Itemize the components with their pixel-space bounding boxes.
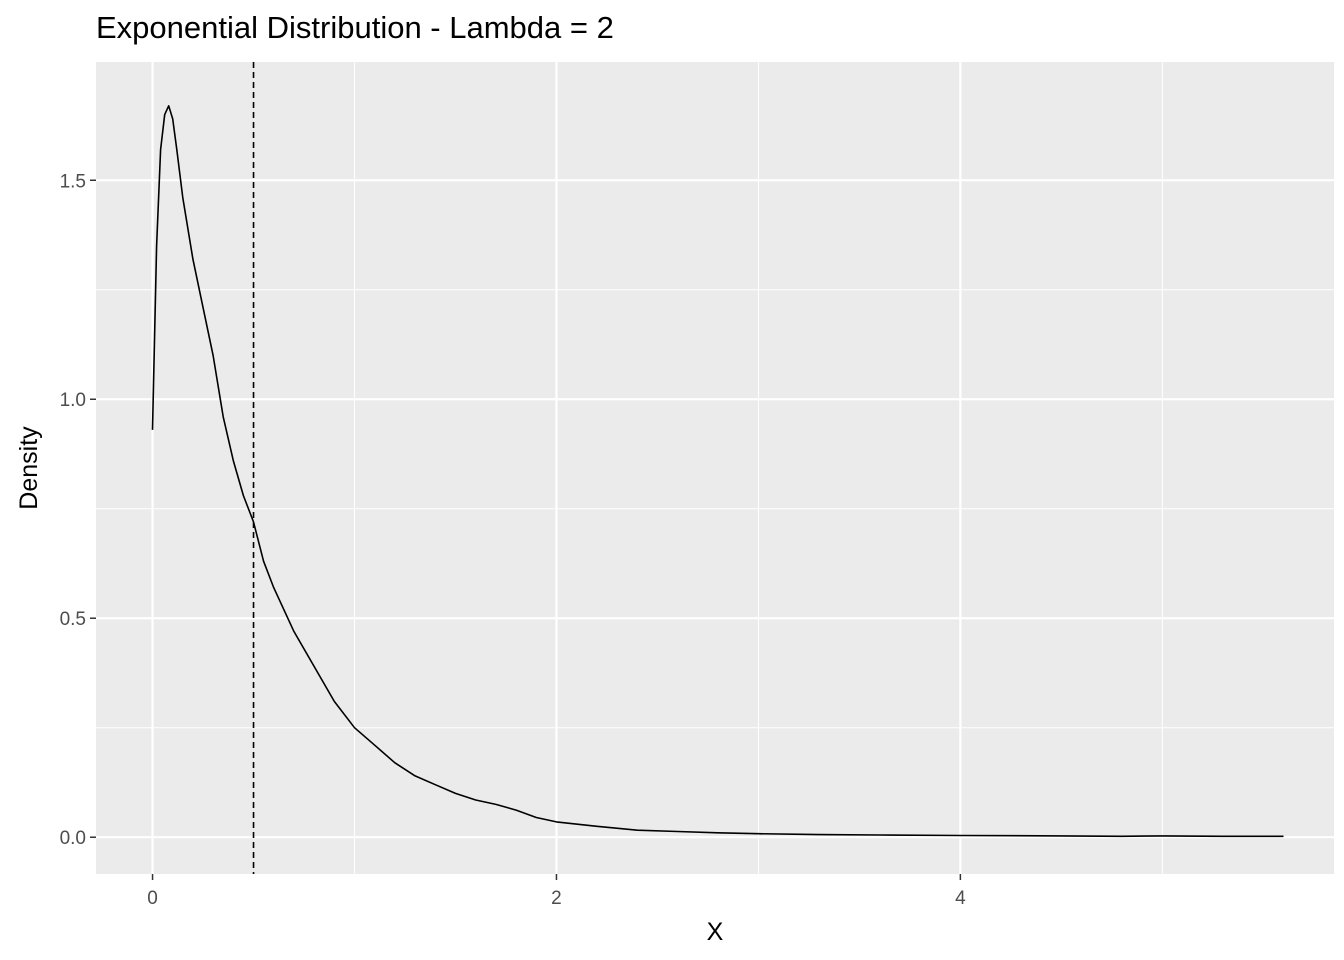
- minor-grid: [96, 62, 1334, 874]
- major-grid: [96, 62, 1334, 874]
- x-tick-label: 0: [147, 888, 158, 909]
- x-axis-title: X: [707, 918, 724, 946]
- y-axis-title: Density: [15, 426, 43, 510]
- chart-title: Exponential Distribution - Lambda = 2: [96, 10, 614, 45]
- y-tick-label: 1.5: [60, 171, 86, 192]
- tick-labels: 0 2 4 0.0 0.5 1.0 1.5: [60, 171, 967, 909]
- plot-panel: [96, 62, 1334, 874]
- y-tick-label: 0.5: [60, 609, 86, 630]
- axis-ticks: [90, 179, 962, 880]
- x-tick-label: 2: [551, 888, 562, 909]
- y-tick-label: 1.0: [60, 390, 86, 411]
- density-curve: [151, 105, 1284, 838]
- x-tick-label: 4: [955, 888, 966, 909]
- y-tick-label: 0.0: [60, 828, 86, 849]
